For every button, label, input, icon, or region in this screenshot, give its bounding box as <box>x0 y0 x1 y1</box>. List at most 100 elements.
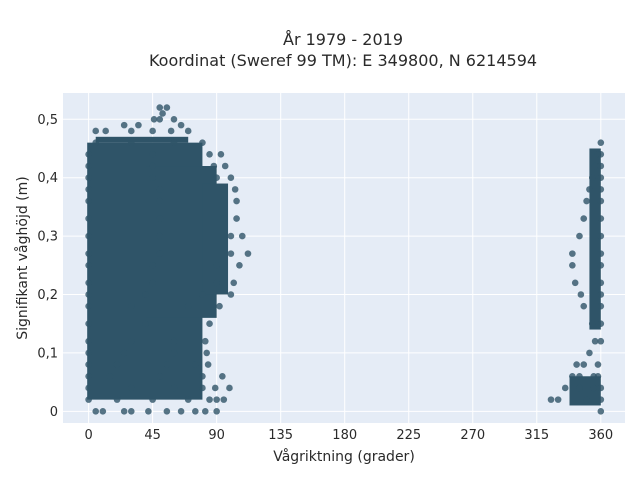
data-point <box>594 361 602 368</box>
data-point <box>149 279 156 287</box>
y-tick-label: 0,2 <box>37 288 58 303</box>
data-point <box>590 384 597 392</box>
y-axis-label: Signifikant våghöjd (m) <box>14 176 31 339</box>
dense-points-band-north <box>589 148 601 330</box>
data-point <box>219 372 226 380</box>
data-point <box>145 408 152 415</box>
data-point <box>597 384 605 392</box>
data-point <box>238 232 246 240</box>
data-point <box>591 337 599 345</box>
data-point <box>573 361 580 368</box>
data-point <box>594 372 602 380</box>
data-point <box>142 320 149 328</box>
data-point <box>85 197 92 205</box>
data-point <box>149 151 156 158</box>
data-point <box>233 215 240 222</box>
data-point <box>571 279 579 287</box>
data-point <box>201 408 209 415</box>
data-point <box>220 396 228 403</box>
x-tick-label: 45 <box>144 428 161 443</box>
data-point <box>597 232 605 240</box>
data-point <box>149 396 156 403</box>
chart-title-line-2: Koordinat (Sweref 99 TM): E 349800, N 62… <box>149 51 537 70</box>
data-point <box>236 262 243 269</box>
data-point <box>597 279 605 287</box>
data-point <box>199 139 206 146</box>
data-point <box>554 396 562 403</box>
data-point <box>85 186 92 193</box>
data-point <box>85 232 92 240</box>
x-tick-labels: 0 45 90 135 180 225 270 315 360 <box>84 428 613 443</box>
data-point <box>597 262 605 269</box>
y-tick-labels: 0 0,1 0,2 0,3 0,4 0,5 <box>37 113 58 420</box>
data-point <box>206 320 213 328</box>
data-point <box>597 337 605 345</box>
data-point <box>156 232 164 240</box>
data-point <box>149 262 156 269</box>
data-point <box>216 302 223 310</box>
data-point <box>213 279 220 287</box>
data-point <box>597 250 605 257</box>
data-point <box>569 250 576 257</box>
data-point <box>177 408 185 415</box>
y-tick-label: 0,3 <box>37 230 58 245</box>
data-point <box>217 151 225 158</box>
data-point <box>569 262 576 269</box>
data-point <box>163 104 171 111</box>
data-point <box>591 162 599 170</box>
data-point <box>156 250 164 257</box>
y-tick-label: 0,4 <box>37 171 58 186</box>
x-tick-label: 270 <box>460 428 485 443</box>
x-tick-label: 180 <box>332 428 357 443</box>
data-point <box>227 232 235 240</box>
data-point <box>199 384 206 392</box>
chart-title-line-1: År 1979 - 2019 <box>283 30 403 49</box>
data-point <box>159 110 166 117</box>
data-point <box>213 262 220 269</box>
data-point <box>597 186 605 193</box>
data-point <box>184 302 192 310</box>
data-point <box>597 151 605 158</box>
data-point <box>597 162 605 170</box>
data-point <box>85 349 92 357</box>
data-point <box>597 197 605 205</box>
data-point <box>163 408 171 415</box>
data-point <box>231 186 239 193</box>
data-point <box>192 361 199 368</box>
data-point <box>177 121 185 129</box>
data-point <box>597 302 605 310</box>
data-point <box>127 408 135 415</box>
data-point <box>201 337 209 345</box>
data-point <box>92 127 100 135</box>
data-point <box>211 384 219 392</box>
data-point <box>85 384 92 392</box>
data-point <box>170 384 178 392</box>
data-point <box>85 320 92 328</box>
data-point <box>204 361 212 368</box>
data-point <box>597 174 605 181</box>
data-point <box>226 384 233 392</box>
data-point <box>85 174 92 181</box>
data-point <box>170 349 178 357</box>
data-point <box>127 302 135 310</box>
data-point <box>156 104 164 111</box>
data-point <box>184 396 192 403</box>
data-point <box>184 127 192 135</box>
data-point <box>135 121 142 129</box>
data-point <box>577 291 585 298</box>
data-point <box>576 372 583 380</box>
data-point <box>206 396 213 403</box>
data-point <box>127 139 135 146</box>
data-point <box>597 291 605 298</box>
x-tick-label: 315 <box>524 428 549 443</box>
data-point <box>230 279 238 287</box>
data-point <box>142 291 149 298</box>
data-point <box>244 250 252 257</box>
data-point <box>85 215 92 222</box>
data-point <box>597 139 605 146</box>
data-point <box>220 186 228 193</box>
data-point <box>199 372 206 380</box>
x-axis-label: Vågriktning (grader) <box>273 448 415 465</box>
data-point <box>213 174 220 181</box>
